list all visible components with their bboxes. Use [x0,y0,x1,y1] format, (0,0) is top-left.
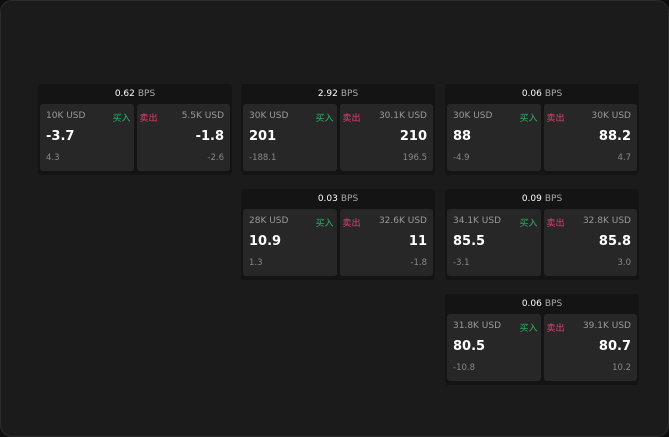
sell-panel[interactable]: 卖出 30K USD 88.2 4.7 [543,104,637,171]
sell-panel[interactable]: 卖出 30.1K USD 210 196.5 [339,104,433,171]
sell-size: 32.8K USD [582,216,631,226]
buy-label: 买入 [519,324,538,334]
sell-label: 卖出 [546,324,565,334]
buy-panel[interactable]: 30K USD 买入 201 -188.1 [243,104,337,171]
buy-panel[interactable]: 28K USD 买入 10.9 1.3 [243,209,337,276]
buy-price: 201 [249,129,277,144]
buy-change: -10.8 [453,363,475,373]
buy-size: 31.8K USD [453,321,502,331]
buy-label: 买入 [112,114,131,124]
quote-widget: 0.09 BPS 34.1K USD 买入 85.5 -3.1 卖出 32.8K … [445,189,639,280]
sell-panel[interactable]: 卖出 32.6K USD 11 -1.8 [339,209,433,276]
buy-price: 88 [453,129,472,144]
buy-label: 买入 [315,114,334,124]
sell-price: 210 [399,129,427,144]
spread-header: 0.03 BPS [241,189,435,209]
buy-size: 30K USD [249,111,289,121]
spread-unit: BPS [544,299,563,309]
buy-panel[interactable]: 31.8K USD 买入 80.5 -10.8 [447,314,541,381]
buy-size: 10K USD [46,111,86,121]
spread-unit: BPS [340,89,359,99]
spread-header: 0.62 BPS [38,84,232,104]
sell-price: 85.8 [598,234,631,249]
sell-price: 80.7 [598,339,631,354]
sell-size: 30.1K USD [378,111,427,121]
spread-value: 0.06 [521,299,542,309]
sell-label: 卖出 [342,114,361,124]
spread-unit: BPS [340,194,359,204]
spread-value: 2.92 [317,89,338,99]
quote-widget: 0.62 BPS 10K USD 买入 -3.7 4.3 卖出 5.5K USD … [38,84,232,175]
buy-label: 买入 [315,219,334,229]
buy-size: 34.1K USD [453,216,502,226]
spread-header: 0.06 BPS [445,84,639,104]
quote-widget: 0.06 BPS 31.8K USD 买入 80.5 -10.8 卖出 39.1K… [445,294,639,385]
spread-unit: BPS [544,194,563,204]
buy-price: 85.5 [453,234,486,249]
buy-change: -4.9 [453,153,470,163]
sell-label: 卖出 [342,219,361,229]
buy-size: 28K USD [249,216,289,226]
sell-change: 196.5 [402,153,427,163]
sell-size: 32.6K USD [378,216,427,226]
buy-price: 80.5 [453,339,486,354]
sell-label: 卖出 [546,114,565,124]
buy-change: -188.1 [249,153,277,163]
buy-label: 买入 [519,114,538,124]
spread-value: 0.09 [521,194,542,204]
sell-price: 11 [408,234,427,249]
buy-price: -3.7 [46,129,75,144]
spread-header: 2.92 BPS [241,84,435,104]
sell-change: 3.0 [617,258,631,268]
sell-label: 卖出 [546,219,565,229]
spread-header: 0.09 BPS [445,189,639,209]
sell-label: 卖出 [139,114,158,124]
quote-widget: 2.92 BPS 30K USD 买入 201 -188.1 卖出 30.1K U… [241,84,435,175]
buy-panel[interactable]: 10K USD 买入 -3.7 4.3 [40,104,134,171]
quote-widget: 0.06 BPS 30K USD 买入 88 -4.9 卖出 30K USD 88… [445,84,639,175]
buy-price: 10.9 [249,234,282,249]
sell-change: 4.7 [617,153,631,163]
sell-panel[interactable]: 卖出 39.1K USD 80.7 10.2 [543,314,637,381]
spread-header: 0.06 BPS [445,294,639,314]
buy-panel[interactable]: 30K USD 买入 88 -4.9 [447,104,541,171]
sell-size: 5.5K USD [181,111,224,121]
spread-unit: BPS [137,89,156,99]
buy-change: 1.3 [249,258,263,268]
buy-size: 30K USD [453,111,493,121]
buy-change: -3.1 [453,258,470,268]
spread-value: 0.06 [521,89,542,99]
sell-price: 88.2 [598,129,631,144]
sell-change: 10.2 [612,363,631,373]
sell-price: -1.8 [195,129,224,144]
sell-size: 39.1K USD [582,321,631,331]
quote-widget: 0.03 BPS 28K USD 买入 10.9 1.3 卖出 32.6K USD… [241,189,435,280]
sell-size: 30K USD [591,111,631,121]
sell-panel[interactable]: 卖出 32.8K USD 85.8 3.0 [543,209,637,276]
sell-change: -2.6 [207,153,224,163]
buy-change: 4.3 [46,153,60,163]
spread-value: 0.62 [114,89,135,99]
spread-value: 0.03 [317,194,338,204]
sell-panel[interactable]: 卖出 5.5K USD -1.8 -2.6 [136,104,230,171]
buy-label: 买入 [519,219,538,229]
spread-unit: BPS [544,89,563,99]
sell-change: -1.8 [410,258,427,268]
buy-panel[interactable]: 34.1K USD 买入 85.5 -3.1 [447,209,541,276]
